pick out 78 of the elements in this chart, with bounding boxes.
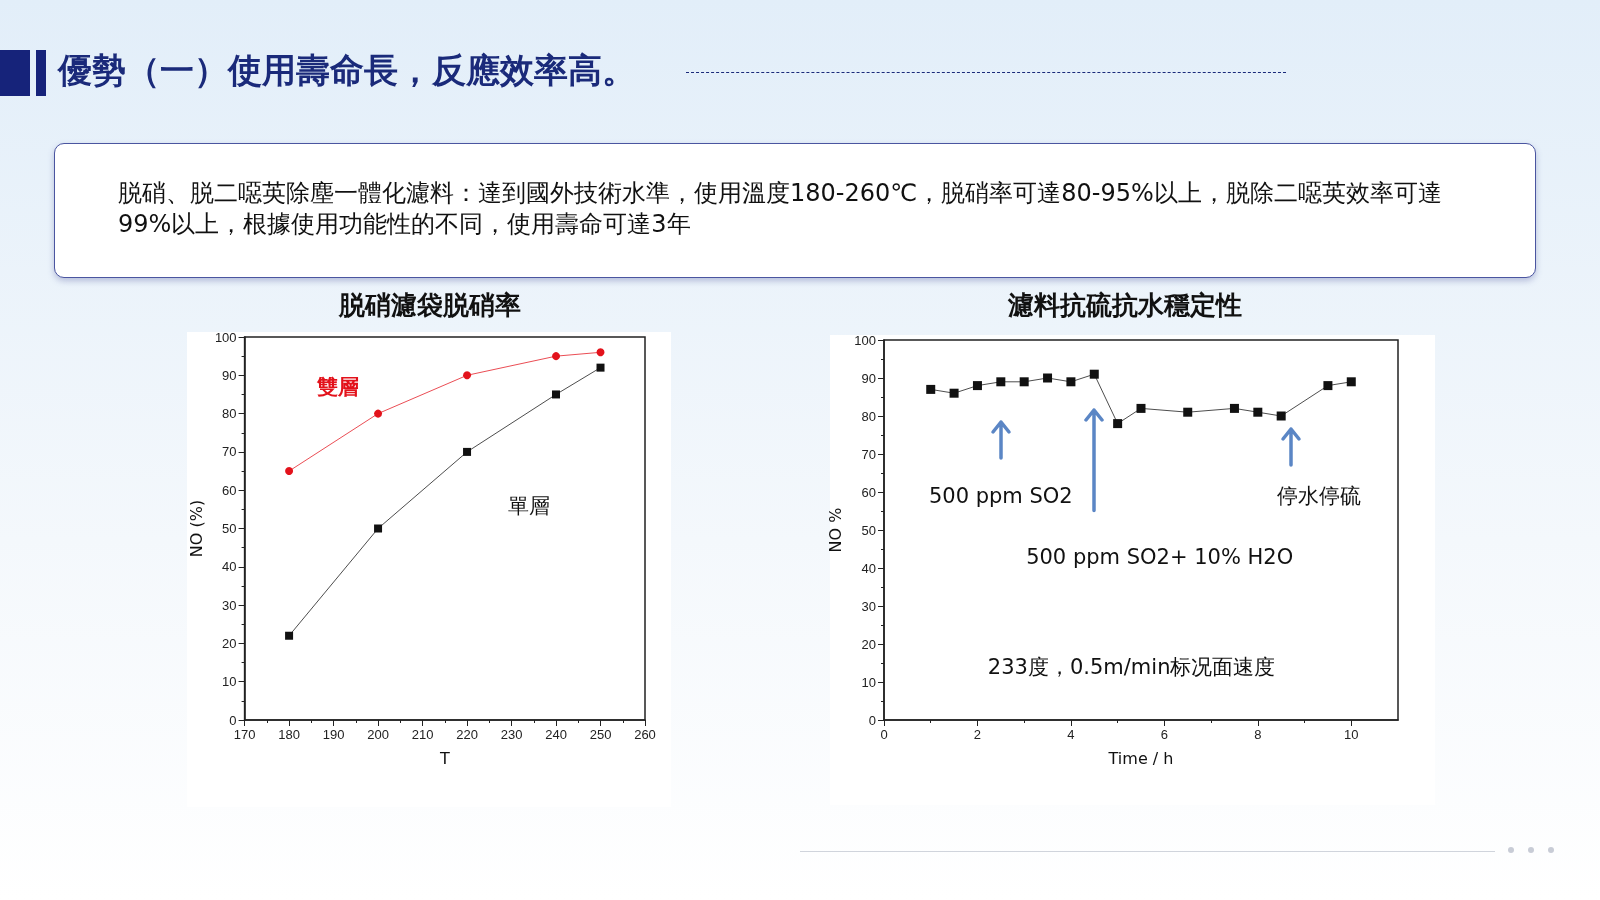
y-tick-label: 100 (214, 329, 237, 345)
x-tick-label: 250 (589, 727, 612, 742)
point (1136, 403, 1146, 413)
y-tick-label: 80 (222, 406, 237, 422)
y-tick-label: 60 (861, 484, 876, 500)
point (596, 348, 605, 357)
point (1066, 377, 1076, 387)
point (374, 524, 383, 533)
y-tick-label: 10 (222, 674, 237, 690)
annotation: 500 ppm SO2 (928, 483, 1073, 508)
point (1183, 407, 1193, 417)
x-tick-label: 170 (233, 727, 256, 742)
point (374, 409, 383, 418)
chart-title: 濾料抗硫抗水穩定性 (1007, 290, 1242, 320)
x-tick-label: 230 (500, 727, 523, 742)
y-tick-label: 50 (222, 521, 237, 536)
y-axis-title: NO % (825, 507, 845, 553)
y-tick-label: 40 (222, 559, 237, 575)
point (285, 467, 294, 476)
y-tick-label: 30 (861, 598, 876, 614)
x-axis-title: T (438, 748, 450, 768)
y-tick-label: 70 (861, 446, 876, 462)
text: 優勢（一）使用壽命長，反應效率高。 (58, 49, 636, 92)
y-tick-label: 0 (868, 712, 876, 728)
x-tick-label: 240 (545, 727, 567, 742)
x-tick-label: 8 (1254, 727, 1262, 742)
point (463, 371, 472, 380)
annotation: 233度，0.5m/min标况面速度 (987, 653, 1276, 681)
y-tick-label: 90 (222, 367, 237, 383)
y-tick-label: 90 (861, 370, 876, 386)
point (926, 384, 936, 394)
point (1276, 411, 1286, 421)
point (596, 363, 605, 372)
point (1043, 373, 1053, 383)
point (1323, 381, 1333, 391)
text: 脱硝、脱二噁英除塵一體化濾料：達到國外技術水準，使用溫度180-260℃，脱硝率可達80-95%以上，脱除二噁英效率可達99%以上，根據使用功能性的不同，使用壽命可達3年 (118, 178, 1443, 240)
series-label: 雙層 (317, 373, 360, 401)
y-tick-label: 50 (861, 522, 876, 538)
x-tick-label: 10 (1344, 727, 1359, 742)
y-tick-label: 40 (861, 560, 876, 576)
y-tick-label: 70 (222, 444, 237, 460)
x-tick-label: 260 (634, 727, 656, 742)
text: 單層 (508, 492, 551, 520)
annotation: 500 ppm SO2+ 10% H2O (1026, 544, 1294, 569)
point (1089, 369, 1099, 379)
y-tick-label: 60 (222, 482, 237, 498)
y-tick-label: 100 (854, 332, 876, 348)
point (949, 388, 959, 398)
point (463, 447, 472, 456)
y-tick-label: 0 (229, 712, 237, 728)
point (1019, 377, 1029, 387)
x-tick-label: 220 (456, 727, 478, 742)
y-tick-label: 20 (861, 636, 876, 652)
point (972, 381, 982, 391)
x-tick-label: 180 (278, 727, 300, 742)
point (996, 377, 1006, 387)
annotation: 停水停硫 (1276, 482, 1361, 510)
point (552, 390, 561, 399)
y-tick-label: 80 (861, 408, 876, 424)
x-tick-label: 190 (322, 727, 345, 742)
x-tick-label: 6 (1160, 727, 1168, 742)
x-tick-label: 0 (880, 727, 888, 742)
y-tick-label: 10 (861, 674, 876, 690)
y-tick-label: 20 (222, 635, 237, 651)
y-tick-label: 30 (222, 597, 237, 613)
x-axis-title: Time / h (1107, 748, 1174, 768)
x-tick-label: 200 (367, 727, 389, 742)
point (1229, 403, 1239, 413)
x-tick-label: 210 (411, 727, 434, 742)
x-tick-label: 4 (1067, 727, 1075, 742)
point (285, 631, 294, 640)
point (1253, 407, 1263, 417)
y-axis-title: NO (%) (186, 499, 206, 558)
point (1113, 419, 1123, 429)
point (552, 352, 561, 361)
chart-title: 脱硝濾袋脱硝率 (338, 290, 521, 320)
x-tick-label: 2 (973, 727, 982, 742)
point (1346, 377, 1356, 387)
